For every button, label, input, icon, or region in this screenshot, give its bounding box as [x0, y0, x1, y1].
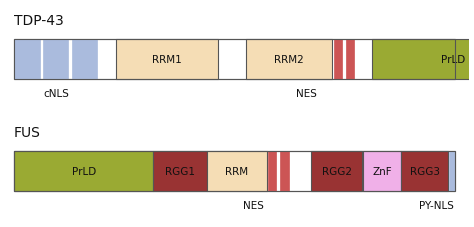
Bar [364, 151, 401, 191]
Text: RGG2: RGG2 [322, 166, 352, 176]
Text: PY-NLS: PY-NLS [419, 200, 454, 210]
Bar [280, 151, 289, 191]
Text: RRM1: RRM1 [153, 55, 182, 65]
Text: RRM2: RRM2 [274, 55, 304, 65]
Bar [334, 40, 342, 80]
Bar [246, 40, 332, 80]
Bar [14, 151, 456, 191]
Text: ZnF: ZnF [372, 166, 392, 176]
Bar [14, 40, 39, 80]
Text: PrLD: PrLD [441, 55, 465, 65]
Bar [449, 151, 456, 191]
Text: FUS: FUS [14, 125, 41, 139]
Text: RGG3: RGG3 [410, 166, 440, 176]
Bar [14, 40, 456, 80]
Bar [207, 151, 267, 191]
Bar [346, 40, 354, 80]
Bar [154, 151, 207, 191]
Bar [14, 151, 154, 191]
Bar [372, 40, 474, 80]
Bar [14, 151, 456, 191]
Text: TDP-43: TDP-43 [14, 14, 64, 28]
Bar [14, 40, 456, 80]
Text: NES: NES [296, 89, 317, 99]
Bar [401, 151, 448, 191]
Bar [72, 40, 97, 80]
Text: PrLD: PrLD [72, 166, 96, 176]
Bar [116, 40, 219, 80]
Bar [43, 40, 68, 80]
Text: RRM: RRM [226, 166, 248, 176]
Bar [268, 151, 276, 191]
Text: cNLS: cNLS [43, 89, 69, 99]
Text: NES: NES [243, 200, 264, 210]
Text: RGG1: RGG1 [165, 166, 195, 176]
Bar [311, 151, 363, 191]
